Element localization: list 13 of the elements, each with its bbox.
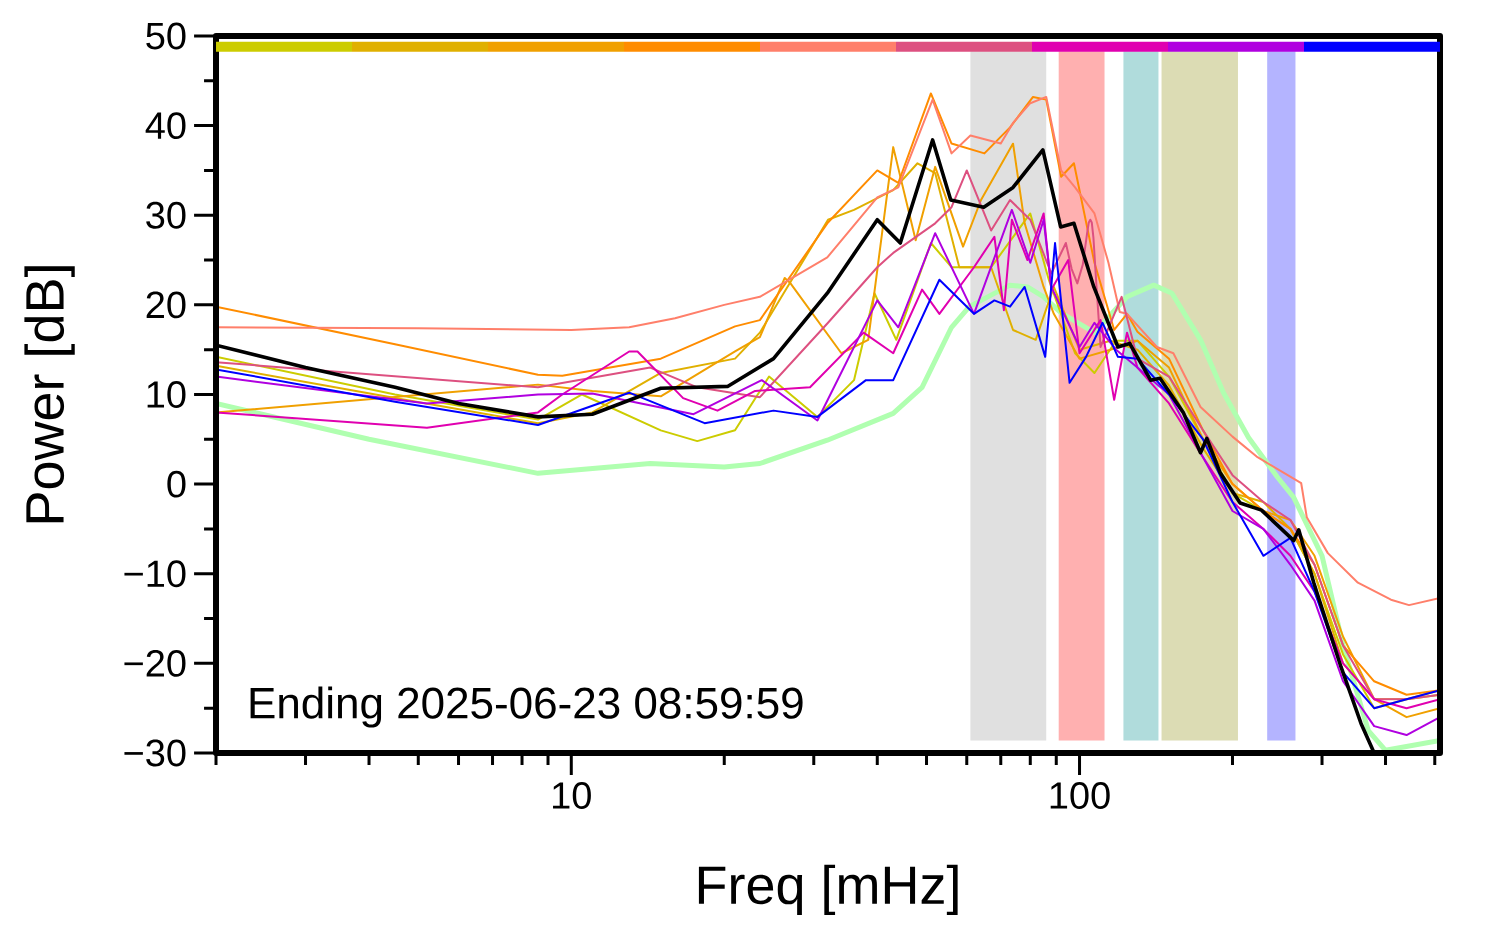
y-tick-label: 10 xyxy=(147,381,186,408)
y-tick-label: 30 xyxy=(146,201,186,229)
y-tick-label: −30 xyxy=(124,739,186,767)
x-tick-label: 100 xyxy=(1050,782,1110,809)
x-axis-title: Freq [mHz] xyxy=(698,864,958,916)
y-tick-label: −20 xyxy=(124,649,186,677)
y-tick-label: 50 xyxy=(146,22,186,50)
annotation: Ending 2025-06-23 08:59:59 xyxy=(250,686,803,728)
y-tick-label: 40 xyxy=(145,112,186,140)
y-tick-label: −10 xyxy=(124,560,186,588)
y-tick-label: 0 xyxy=(167,470,186,498)
y-tick-label: 20 xyxy=(146,291,186,319)
y-axis-title: Power [dB] xyxy=(24,266,75,523)
